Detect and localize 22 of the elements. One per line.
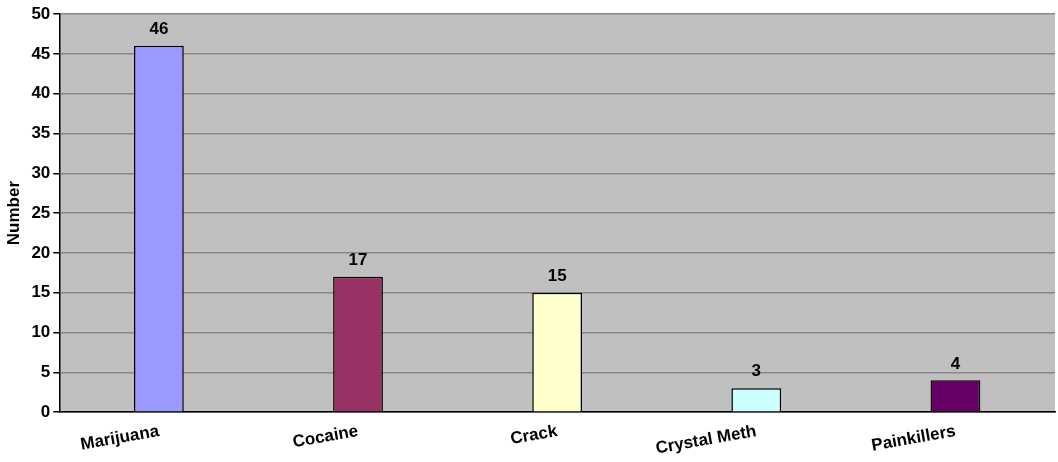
data-label: 3 bbox=[751, 361, 762, 381]
y-tick-label: 45 bbox=[31, 43, 51, 63]
y-tick-label: 30 bbox=[31, 162, 51, 182]
x-tick-label: Crack bbox=[508, 420, 560, 448]
y-axis-title: Number bbox=[3, 180, 23, 246]
data-label: 46 bbox=[149, 19, 169, 39]
x-tick-label: Cocaine bbox=[291, 421, 360, 452]
data-label: 15 bbox=[547, 265, 567, 285]
y-tick-label: 5 bbox=[40, 362, 51, 382]
y-tick-label: 10 bbox=[31, 322, 51, 342]
y-tick-label: 25 bbox=[31, 202, 51, 222]
x-tick-label: Marijuana bbox=[78, 420, 161, 454]
y-tick-label: 20 bbox=[31, 242, 51, 262]
data-label: 17 bbox=[348, 250, 368, 269]
y-tick-label: 15 bbox=[31, 282, 51, 302]
x-tick-label: Crystal Meth bbox=[654, 421, 758, 458]
y-tick-label: 35 bbox=[31, 123, 51, 143]
y-tick-label: 50 bbox=[31, 3, 51, 23]
x-tick-label: Painkillers bbox=[869, 421, 957, 455]
y-tick-label: 0 bbox=[40, 401, 51, 421]
y-tick-label: 40 bbox=[31, 83, 51, 103]
data-label: 4 bbox=[950, 353, 961, 373]
